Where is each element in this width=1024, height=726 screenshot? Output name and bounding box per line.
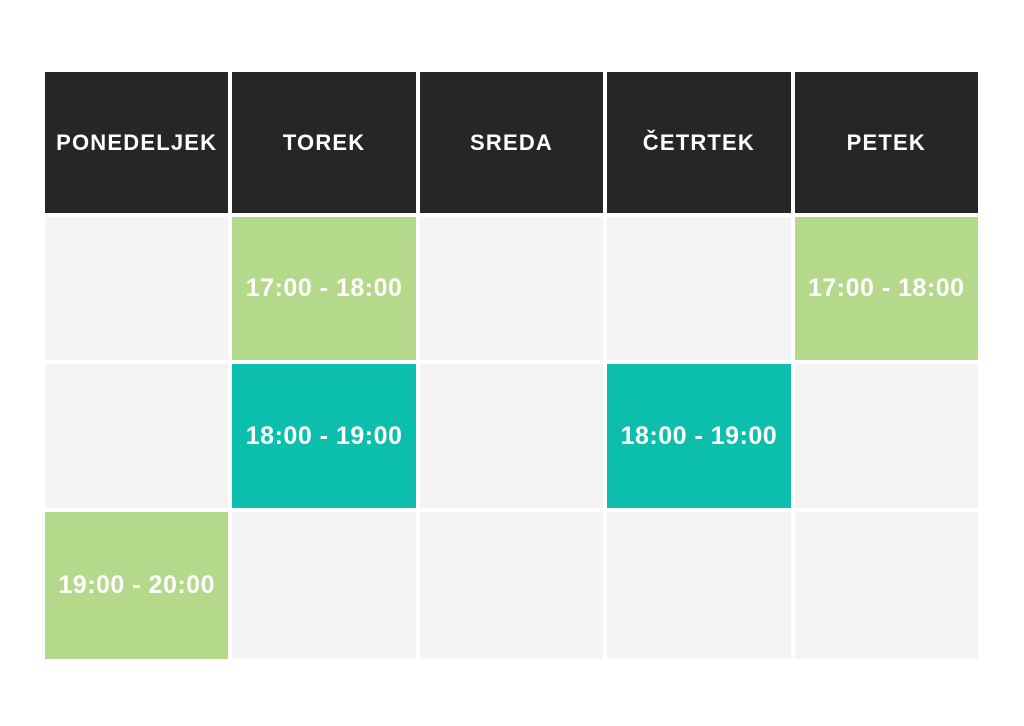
day-header-cetrtek: ČETRTEK — [607, 72, 791, 213]
empty-cell-ponedeljek-row2 — [45, 364, 229, 508]
empty-cell-cetrtek-row3 — [607, 512, 791, 659]
timeslot-cell-ponedeljek-row3: 19:00 - 20:00 — [45, 512, 229, 659]
timeslot-cell-torek-row1: 17:00 - 18:00 — [232, 217, 416, 360]
timeslot-cell-torek-row2: 18:00 - 19:00 — [232, 364, 416, 508]
day-header-sreda: SREDA — [419, 72, 604, 213]
empty-cell-petek-row2 — [794, 364, 978, 508]
empty-cell-ponedeljek-row1 — [45, 217, 229, 360]
empty-cell-sreda-row1 — [419, 217, 604, 360]
empty-cell-sreda-row2 — [419, 364, 604, 508]
timeslot-cell-petek-row1: 17:00 - 18:00 — [794, 217, 978, 360]
empty-cell-cetrtek-row1 — [607, 217, 791, 360]
empty-cell-torek-row3 — [232, 512, 416, 659]
empty-cell-petek-row3 — [794, 512, 978, 659]
empty-cell-sreda-row3 — [419, 512, 604, 659]
day-header-petek: PETEK — [794, 72, 978, 213]
weekly-schedule-table: PONEDELJEK TOREK SREDA ČETRTEK PETEK 17:00 - … — [45, 72, 978, 659]
day-header-torek: TOREK — [232, 72, 416, 213]
timeslot-cell-cetrtek-row2: 18:00 - 19:00 — [607, 364, 791, 508]
day-header-ponedeljek: PONEDELJEK — [45, 72, 229, 213]
